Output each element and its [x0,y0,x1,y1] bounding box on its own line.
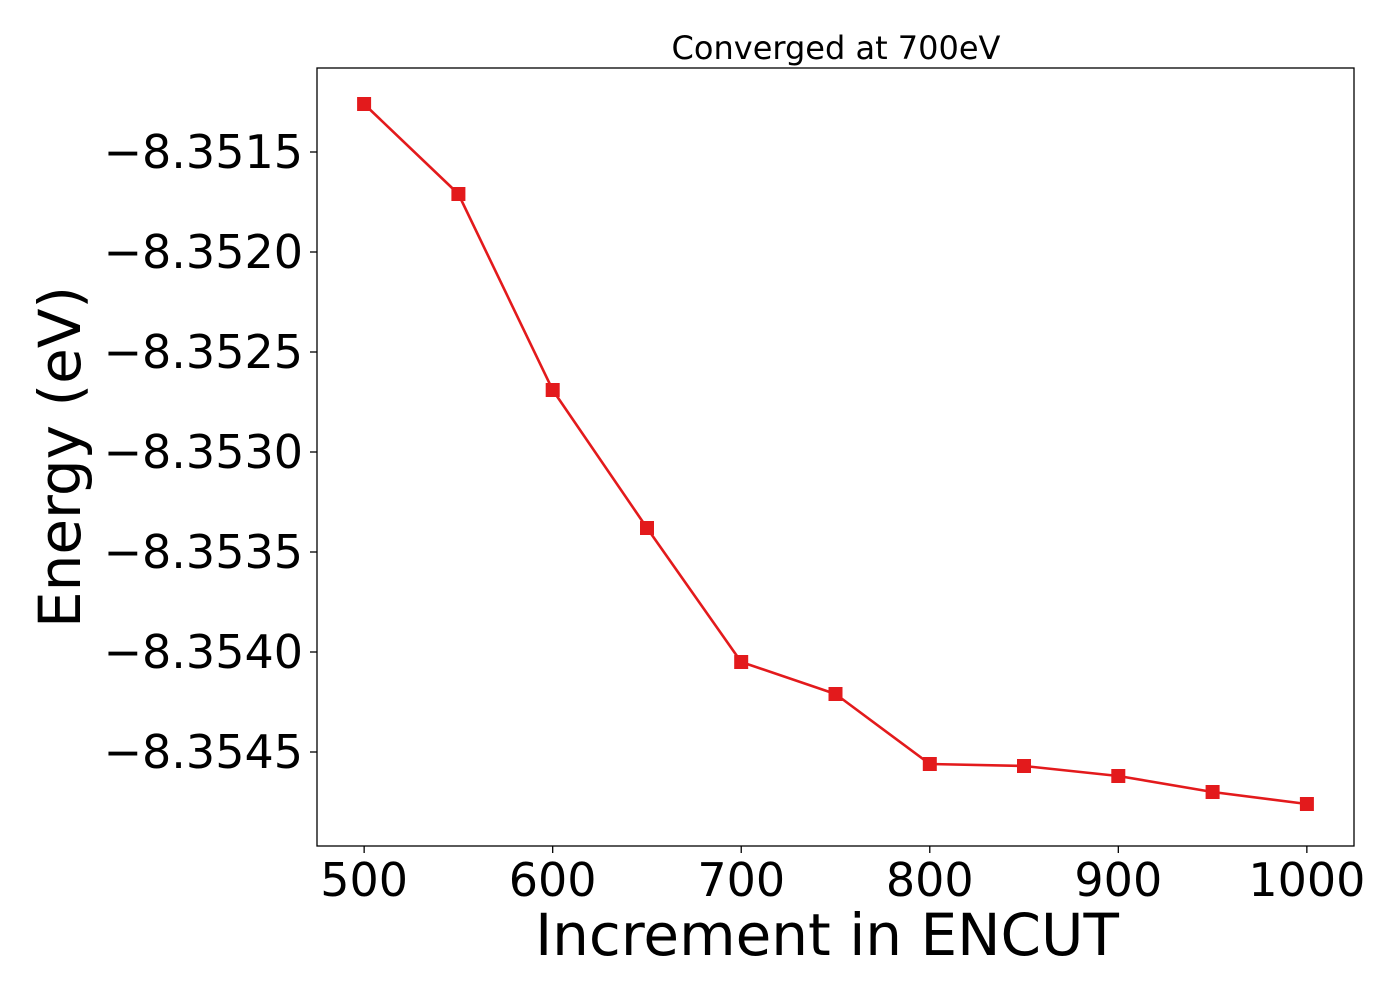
x-tick-label: 900 [1074,853,1162,907]
data-point-marker [357,97,372,111]
x-axis: 500 600 700 800 900 1000 [320,846,1365,907]
y-axis-label: Energy (eV) [26,286,94,628]
data-point-marker [1205,785,1220,799]
data-point-marker [1017,759,1031,773]
data-point-marker [734,655,749,669]
y-axis: −8.3515 −8.3520 −8.3525 −8.3530 −8.3535 −8.35… [104,125,317,779]
y-tick-label: −8.3540 [104,625,304,679]
x-tick-label: 800 [886,853,974,907]
x-tick-label: 600 [509,853,597,907]
x-tick-label: 500 [320,853,408,907]
y-tick-label: −8.3520 [104,225,304,279]
data-point-marker [640,521,654,535]
y-tick-label: −8.3515 [104,125,304,179]
data-point-marker [922,757,937,771]
plot-frame [316,67,1355,847]
y-tick-label: −8.3530 [104,425,304,479]
data-point-marker [1299,797,1314,811]
y-tick-label: −8.3545 [104,725,304,779]
x-tick-label: 1000 [1248,853,1365,907]
y-tick-label: −8.3535 [104,525,304,579]
data-point-marker [828,687,843,701]
series-layer [357,97,1314,811]
data-point-marker [545,383,560,397]
y-tick-label: −8.3525 [104,325,304,379]
x-tick-label: 700 [697,853,785,907]
chart-title: Converged at 700eV [672,29,1001,67]
data-point-marker [451,187,466,201]
x-axis-label: Increment in ENCUT [535,901,1119,969]
data-point-marker [1111,769,1126,783]
